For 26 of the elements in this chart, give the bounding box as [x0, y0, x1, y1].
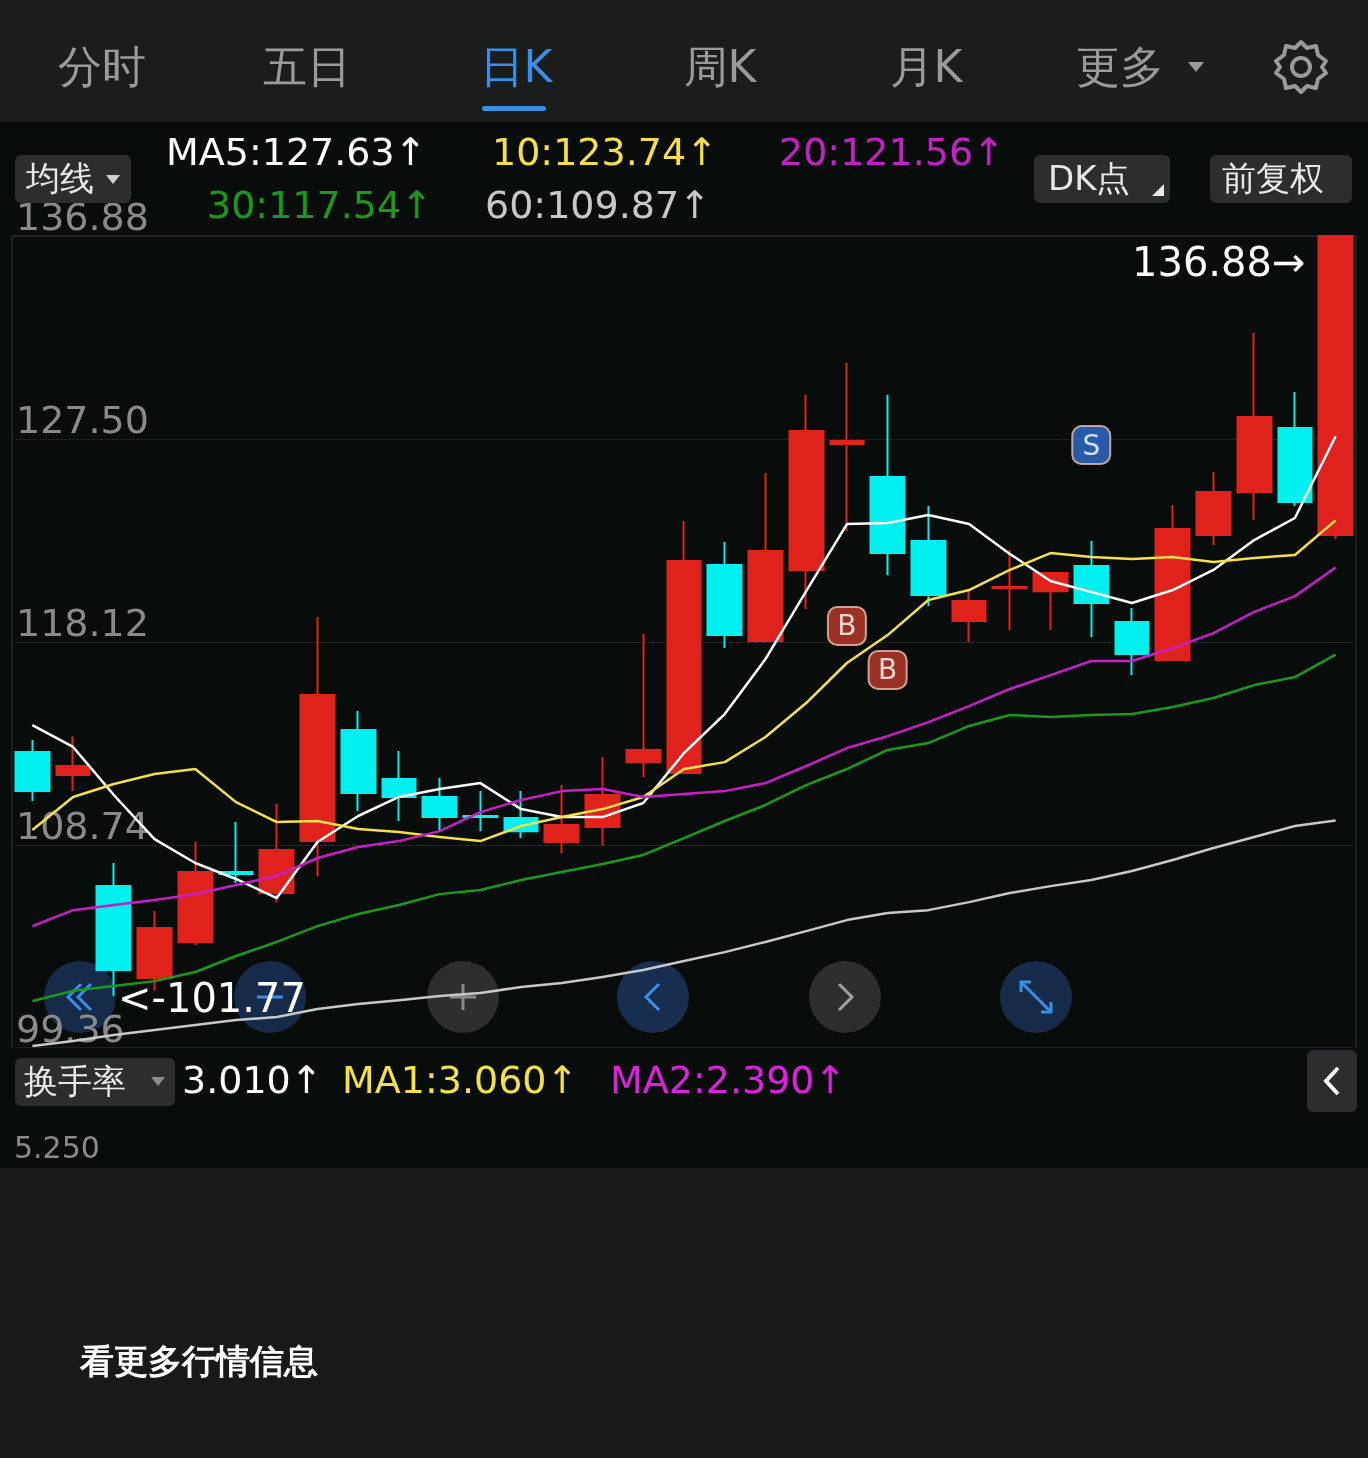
text: 分时 — [58, 40, 146, 92]
text: MA2:2.390↑ — [610, 1058, 847, 1103]
text: 60:109.87↑ — [485, 183, 711, 228]
text: 前复权 — [1222, 157, 1324, 200]
text: MA1:3.060↑ — [342, 1058, 579, 1103]
annotation: 136.88→ — [1132, 239, 1306, 285]
text: 看更多行情信息 — [80, 1341, 318, 1382]
legend-label: 30:117.54↑ — [207, 183, 433, 228]
text: MA5:127.63↑ — [166, 130, 427, 175]
y-tick-label: 118.12 — [16, 601, 149, 645]
text: 更多 — [1076, 40, 1164, 92]
text: 五日 — [263, 40, 351, 92]
text: 5.250 — [14, 1129, 100, 1165]
y-tick-label: 127.50 — [16, 398, 149, 442]
text: 日K — [479, 40, 553, 92]
text: 月K — [889, 40, 963, 92]
data-label: B — [837, 609, 857, 643]
data-label: B — [878, 653, 898, 687]
text: 10:123.74↑ — [492, 130, 718, 175]
text: 换手率 — [24, 1060, 126, 1103]
text: 周K — [683, 40, 757, 92]
text: DK点 — [1048, 157, 1131, 200]
y-tick-label: 108.74 — [16, 804, 149, 848]
text: 20:121.56↑ — [779, 130, 1005, 175]
data-label: S — [1082, 428, 1101, 462]
text: 3.010↑ — [182, 1058, 323, 1103]
